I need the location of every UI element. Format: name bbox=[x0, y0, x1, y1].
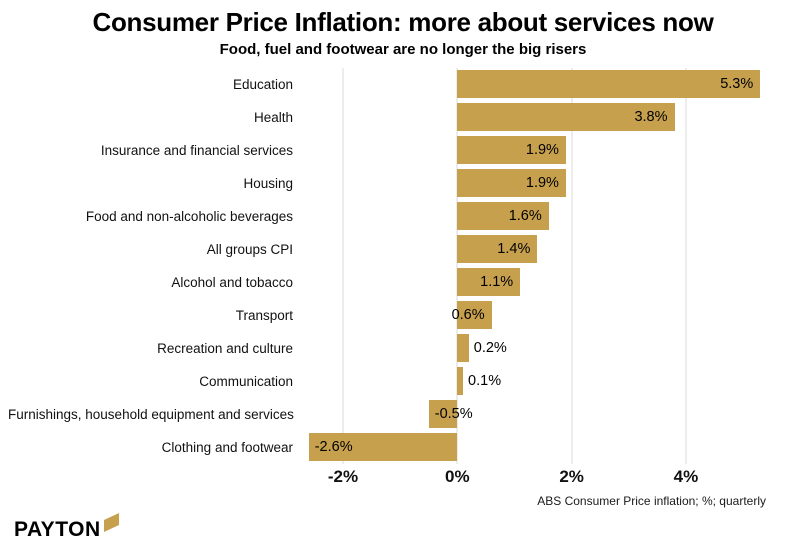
bar-track: 1.6% bbox=[303, 200, 766, 233]
chart-header: Consumer Price Inflation: more about ser… bbox=[0, 0, 806, 58]
bar[interactable] bbox=[457, 136, 566, 165]
x-tick-label: -2% bbox=[327, 466, 359, 486]
bar-chart: Education 5.3% Health 3.8% Insurance and fin… bbox=[0, 58, 806, 508]
value-label: 0.2% bbox=[473, 340, 507, 357]
value-label: -2.6% bbox=[314, 439, 353, 456]
value-label: -0.5% bbox=[434, 406, 473, 423]
x-tick-label: 0% bbox=[445, 466, 470, 486]
bar-row: Recreation and culture 0.2% bbox=[8, 332, 766, 365]
bar-row: Communication 0.1% bbox=[8, 365, 766, 398]
category-label: Health bbox=[253, 109, 293, 125]
bar-track: 5.3% bbox=[303, 68, 766, 101]
bar[interactable] bbox=[457, 235, 538, 264]
bar[interactable] bbox=[308, 433, 458, 462]
plot-area: Education 5.3% Health 3.8% Insurance and fin… bbox=[8, 67, 766, 464]
bar[interactable] bbox=[457, 103, 675, 132]
x-tick-label: 4% bbox=[673, 466, 699, 486]
bar-row: Insurance and financial services 1.9% bbox=[8, 134, 766, 167]
bar[interactable] bbox=[457, 268, 521, 297]
chart-subtitle: Food, fuel and footwear are no longer th… bbox=[219, 40, 587, 58]
payton-logo-text: PAYTON bbox=[14, 517, 101, 541]
bar-track: 1.9% bbox=[303, 134, 766, 167]
category-label: Education bbox=[232, 76, 293, 92]
bar[interactable] bbox=[457, 334, 469, 363]
footer: PAYTON bbox=[0, 508, 806, 542]
bar-track: -2.6% bbox=[303, 431, 766, 464]
category-label: Insurance and financial services bbox=[100, 142, 293, 158]
bar-row: Furnishings, household equipment and ser… bbox=[8, 398, 766, 431]
bar-track: 0.6% bbox=[303, 299, 766, 332]
bar-row: Alcohol and tobacco 1.1% bbox=[8, 266, 766, 299]
value-label: 1.9% bbox=[525, 142, 559, 159]
value-label: 1.6% bbox=[508, 208, 542, 225]
value-label: 1.9% bbox=[525, 175, 559, 192]
bar-track: 0.2% bbox=[303, 332, 766, 365]
bar-row: Food and non-alcoholic beverages 1.6% bbox=[8, 200, 766, 233]
bar[interactable] bbox=[457, 301, 492, 330]
x-tick-label: 2% bbox=[559, 466, 584, 486]
bar[interactable] bbox=[428, 400, 458, 429]
bar-track: 0.1% bbox=[303, 365, 766, 398]
value-label: 0.6% bbox=[451, 307, 485, 324]
bar-track: 1.1% bbox=[303, 266, 766, 299]
value-label: 5.3% bbox=[720, 76, 754, 93]
category-label: Food and non-alcoholic beverages bbox=[85, 208, 293, 224]
category-label: Clothing and footwear bbox=[161, 439, 293, 455]
bar-row: Health 3.8% bbox=[8, 101, 766, 134]
category-label: Furnishings, household equipment and ser… bbox=[8, 406, 294, 422]
category-label: Transport bbox=[235, 307, 293, 323]
bar-track: 1.4% bbox=[303, 233, 766, 266]
source-caption: ABS Consumer Price inflation; %; quarter… bbox=[537, 493, 766, 508]
value-label: 1.1% bbox=[480, 274, 514, 291]
bar-row: Transport 0.6% bbox=[8, 299, 766, 332]
bar[interactable] bbox=[457, 70, 761, 99]
chart-title: Consumer Price Inflation: more about ser… bbox=[92, 7, 714, 37]
x-axis: -2% 0% 2% 4% bbox=[303, 464, 766, 494]
bar-track: 3.8% bbox=[303, 101, 766, 134]
bar-track: 1.9% bbox=[303, 167, 766, 200]
value-label: 1.4% bbox=[497, 241, 531, 258]
bar-rows: Education 5.3% Health 3.8% Insurance and fin… bbox=[8, 68, 766, 464]
value-label: 3.8% bbox=[634, 109, 668, 126]
bar-row: All groups CPI 1.4% bbox=[8, 233, 766, 266]
category-label: Alcohol and tobacco bbox=[171, 274, 293, 290]
bar[interactable] bbox=[457, 202, 549, 231]
bar[interactable] bbox=[457, 367, 464, 396]
bar-track: -0.5% bbox=[303, 398, 766, 431]
bar-row: Housing 1.9% bbox=[8, 167, 766, 200]
category-label: All groups CPI bbox=[206, 241, 293, 257]
category-label: Communication bbox=[199, 373, 293, 389]
payton-logo-icon bbox=[103, 512, 119, 537]
bar-row: Clothing and footwear -2.6% bbox=[8, 431, 766, 464]
category-label: Recreation and culture bbox=[157, 340, 293, 356]
category-label: Housing bbox=[243, 175, 293, 191]
bar-row: Education 5.3% bbox=[8, 68, 766, 101]
bar[interactable] bbox=[457, 169, 566, 198]
value-label: 0.1% bbox=[468, 373, 502, 390]
